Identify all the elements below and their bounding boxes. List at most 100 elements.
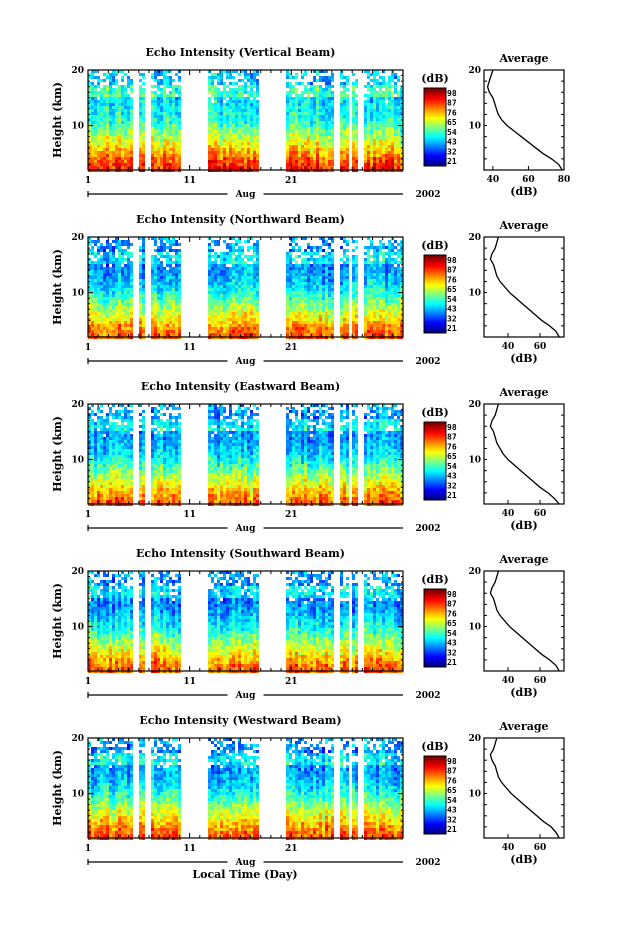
heatmap-cell: [130, 291, 133, 294]
heatmap-cell: [241, 139, 244, 142]
heatmap-cell: [88, 106, 91, 109]
heatmap-cell: [313, 106, 316, 109]
heatmap-cell: [229, 267, 232, 270]
heatmap-cell: [340, 294, 343, 297]
heatmap-cell: [376, 297, 379, 300]
heatmap-cell: [139, 315, 142, 318]
heatmap-cell: [370, 73, 373, 76]
heatmap-cell: [103, 270, 106, 273]
heatmap-cell: [94, 300, 97, 303]
heatmap-cell: [376, 139, 379, 142]
heatmap-cell: [103, 309, 106, 312]
heatmap-cell: [292, 97, 295, 100]
heatmap-cell: [391, 312, 394, 315]
heatmap-cell: [121, 154, 124, 157]
heatmap-cell: [226, 133, 229, 136]
heatmap-cell: [355, 327, 358, 330]
heatmap-cell: [127, 261, 130, 264]
heatmap-cell: [232, 285, 235, 288]
heatmap-cell: [340, 154, 343, 157]
heatmap-cell: [346, 166, 349, 169]
heatmap-cell: [139, 258, 142, 261]
heatmap-cell: [247, 237, 250, 240]
heatmap-cell: [142, 303, 145, 306]
heatmap-cell: [115, 106, 118, 109]
heatmap-cell: [373, 249, 376, 252]
heatmap-cell: [328, 139, 331, 142]
heatmap-cell: [160, 240, 163, 243]
heatmap-cell: [391, 267, 394, 270]
heatmap-cell: [118, 297, 121, 300]
heatmap-cell: [157, 163, 160, 166]
heatmap-cell: [319, 142, 322, 145]
heatmap-cell: [250, 297, 253, 300]
heatmap-cell: [157, 160, 160, 163]
heatmap-cell: [151, 121, 154, 124]
heatmap-cell: [364, 291, 367, 294]
heatmap-cell: [211, 151, 214, 154]
heatmap-cell: [367, 157, 370, 160]
heatmap-cell: [127, 157, 130, 160]
heatmap-cell: [163, 312, 166, 315]
heatmap-cell: [118, 130, 121, 133]
heatmap-cell: [244, 136, 247, 139]
heatmap-cell: [382, 330, 385, 333]
heatmap-cell: [331, 151, 334, 154]
heatmap-cell: [109, 282, 112, 285]
heatmap-cell: [319, 282, 322, 285]
heatmap-cell: [124, 166, 127, 169]
heatmap-cell: [328, 88, 331, 91]
heatmap-cell: [385, 288, 388, 291]
heatmap-cell: [229, 318, 232, 321]
heatmap-cell: [394, 294, 397, 297]
heatmap-cell: [397, 115, 400, 118]
heatmap-cell: [178, 330, 181, 333]
heatmap-cell: [127, 154, 130, 157]
heatmap-cell: [304, 85, 307, 88]
heatmap-cell: [166, 115, 169, 118]
heatmap-cell: [130, 118, 133, 121]
heatmap-cell: [322, 163, 325, 166]
heatmap-cell: [121, 79, 124, 82]
heatmap-cell: [124, 145, 127, 148]
heatmap-cell: [223, 297, 226, 300]
heatmap-cell: [394, 324, 397, 327]
heatmap-cell: [109, 270, 112, 273]
heatmap-cell: [238, 106, 241, 109]
heatmap-cell: [244, 148, 247, 151]
heatmap-cell: [100, 294, 103, 297]
heatmap-cell: [346, 276, 349, 279]
heatmap-cell: [115, 243, 118, 246]
heatmap-cell: [172, 163, 175, 166]
heatmap-cell: [328, 273, 331, 276]
heatmap-cell: [157, 273, 160, 276]
heatmap-cell: [322, 237, 325, 240]
heatmap-cell: [316, 136, 319, 139]
heatmap-cell: [307, 82, 310, 85]
heatmap-cell: [256, 294, 259, 297]
heatmap-cell: [373, 121, 376, 124]
heatmap-cell: [247, 321, 250, 324]
heatmap-cell: [139, 270, 142, 273]
heatmap-cell: [316, 115, 319, 118]
heatmap-cell: [124, 333, 127, 336]
heatmap-cell: [382, 246, 385, 249]
heatmap-cell: [223, 333, 226, 336]
heatmap-cell: [256, 306, 259, 309]
heatmap-cell: [235, 276, 238, 279]
heatmap-cell: [94, 94, 97, 97]
heatmap-cell: [382, 252, 385, 255]
heatmap-cell: [103, 321, 106, 324]
heatmap-cell: [151, 324, 154, 327]
heatmap-cell: [250, 282, 253, 285]
heatmap-cell: [367, 267, 370, 270]
heatmap-cell: [106, 306, 109, 309]
heatmap-cell: [256, 82, 259, 85]
heatmap-cell: [172, 166, 175, 169]
heatmap-cell: [250, 258, 253, 261]
heatmap-cell: [382, 243, 385, 246]
heatmap-cell: [124, 315, 127, 318]
heatmap-cell: [295, 330, 298, 333]
heatmap-cell: [313, 303, 316, 306]
heatmap-cell: [112, 309, 115, 312]
